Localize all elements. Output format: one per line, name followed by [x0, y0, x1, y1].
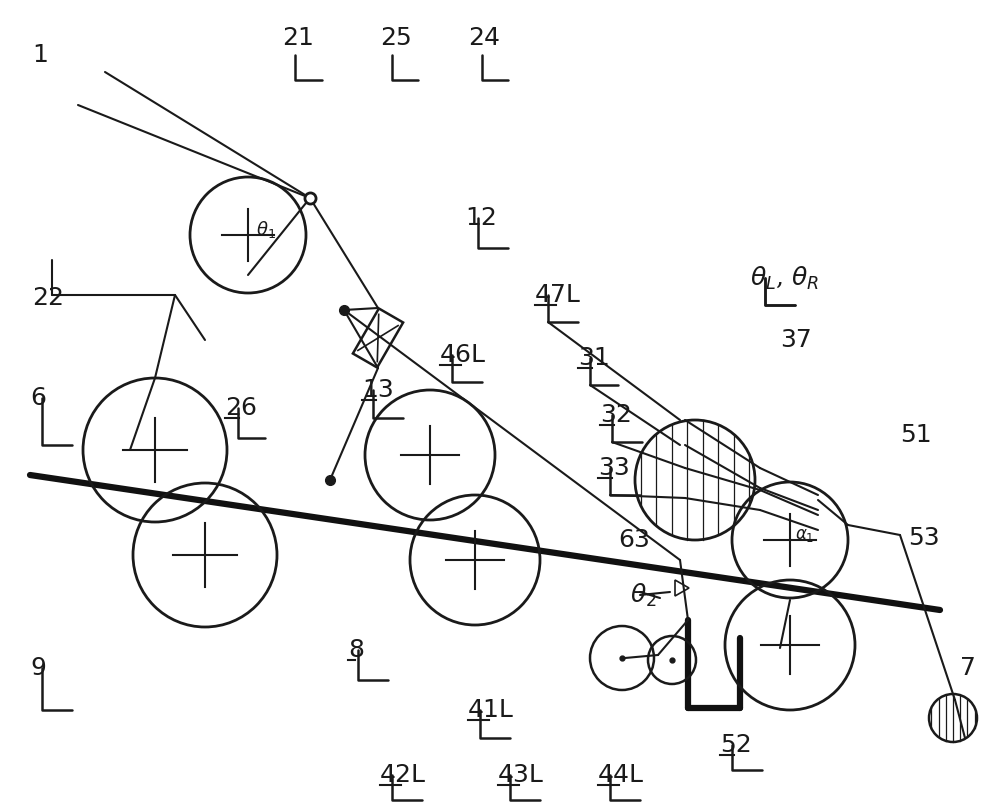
Text: 9: 9 [30, 656, 46, 680]
Text: 33: 33 [598, 456, 630, 480]
Text: $\alpha_1$: $\alpha_1$ [795, 526, 814, 544]
Text: $\theta_2$: $\theta_2$ [630, 582, 657, 608]
Text: 53: 53 [908, 526, 940, 550]
Text: 31: 31 [578, 346, 610, 370]
Text: 26: 26 [225, 396, 257, 420]
Text: 43L: 43L [498, 763, 544, 787]
Text: 32: 32 [600, 403, 632, 427]
Text: 6: 6 [30, 386, 46, 410]
Text: 25: 25 [380, 26, 412, 50]
Text: 13: 13 [362, 378, 394, 402]
Text: 47L: 47L [535, 283, 581, 307]
Text: 7: 7 [960, 656, 976, 680]
Text: 12: 12 [465, 206, 497, 230]
Text: 63: 63 [618, 528, 650, 552]
Text: 42L: 42L [380, 763, 426, 787]
Text: 51: 51 [900, 423, 932, 447]
Text: 37: 37 [780, 328, 812, 352]
Text: 24: 24 [468, 26, 500, 50]
Text: 52: 52 [720, 733, 752, 757]
Text: 46L: 46L [440, 343, 486, 367]
Text: 44L: 44L [598, 763, 644, 787]
Bar [353, 309, 403, 368]
Text: 41L: 41L [468, 698, 514, 722]
Text: $\theta_L$, $\theta_R$: $\theta_L$, $\theta_R$ [750, 264, 819, 292]
Text: 21: 21 [282, 26, 314, 50]
Text: 1: 1 [32, 43, 48, 67]
Text: 22: 22 [32, 286, 64, 310]
Text: 8: 8 [348, 638, 364, 662]
Text: $\theta_1$: $\theta_1$ [256, 220, 276, 241]
